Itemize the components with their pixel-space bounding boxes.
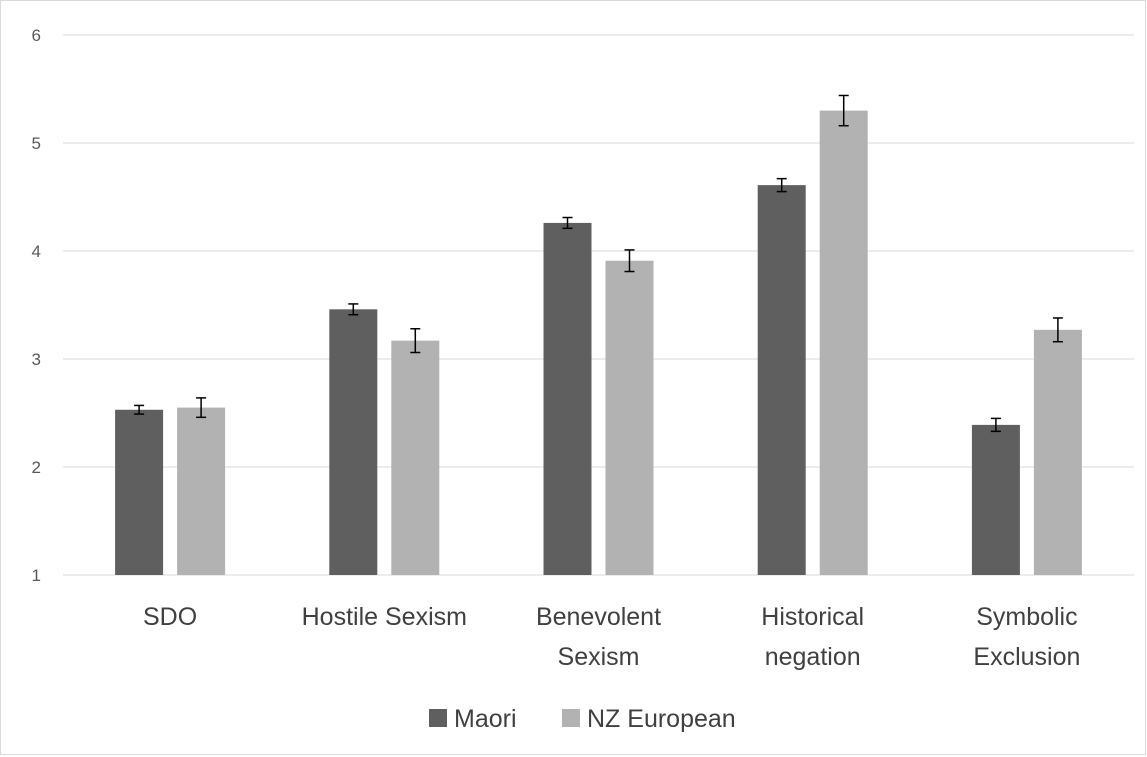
y-tick-label: 6 <box>32 26 41 45</box>
x-category-label: Benevolent <box>536 603 661 631</box>
y-axis-tick-labels: 1 2 3 4 5 6 <box>32 26 41 585</box>
x-category-label: SDO <box>143 603 197 631</box>
y-tick-label: 4 <box>32 242 41 261</box>
legend-label: Maori <box>454 705 517 733</box>
bar-nz-european <box>819 110 868 575</box>
bar-maori <box>543 222 592 576</box>
y-tick-label: 3 <box>32 350 41 369</box>
y-tick-label: 2 <box>32 458 41 477</box>
x-axis-category-labels: SDO Hostile Sexism Benevolent Sexism Histori… <box>143 603 1080 671</box>
bar-nz-european <box>391 340 440 575</box>
error-bars <box>134 94 1063 433</box>
x-category-label: Exclusion <box>973 643 1080 671</box>
x-category-label: Symbolic <box>976 603 1077 631</box>
bar-nz-european <box>605 260 654 575</box>
x-category-label: Sexism <box>558 643 640 671</box>
bar-maori <box>757 185 806 575</box>
gridlines <box>63 34 1134 576</box>
bars <box>115 110 1082 576</box>
x-category-label: Historical <box>761 603 864 631</box>
bar-nz-european <box>1033 329 1082 575</box>
bar-maori <box>115 409 164 575</box>
x-category-label: negation <box>765 643 861 671</box>
bar-maori <box>971 424 1020 575</box>
y-tick-label: 1 <box>32 566 41 585</box>
legend: Maori NZ European <box>429 705 736 733</box>
legend-swatch-maori <box>429 709 447 727</box>
y-tick-label: 5 <box>32 134 41 153</box>
legend-label: NZ European <box>587 705 736 733</box>
bar-nz-european <box>177 407 226 575</box>
x-category-label: Hostile Sexism <box>302 603 467 631</box>
bar-maori <box>329 309 378 575</box>
legend-swatch-nz-european <box>562 709 580 727</box>
